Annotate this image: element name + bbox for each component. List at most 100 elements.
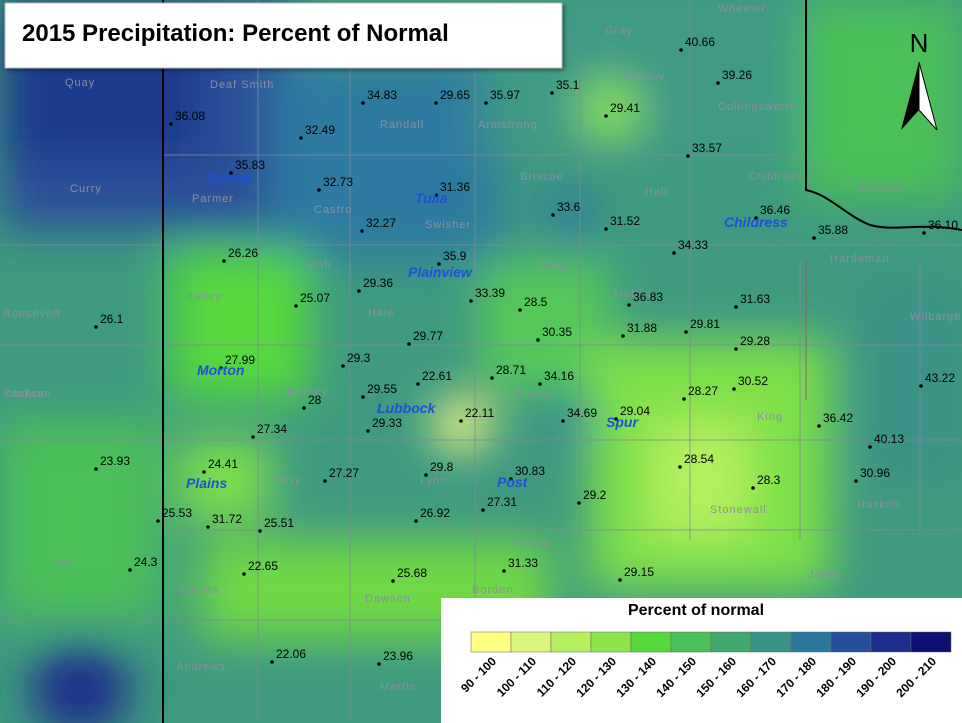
title-background [4,2,563,69]
station-value: 22.65 [248,559,278,573]
county-label: Haskell [857,499,900,511]
station-value: 34.69 [567,406,597,420]
station-value: 29.33 [372,416,402,430]
county-label: Yoakum [3,388,48,400]
county-label: Roosevelt [3,308,61,320]
station-value: 36.46 [760,203,790,217]
station-value: 29.41 [610,101,640,115]
station-value: 27.31 [487,495,517,509]
station-value: 22.61 [422,369,452,383]
arrow-left [901,62,919,130]
city-labels: Friona Tulia Childress Plainview Morton Lubbo… [186,170,788,491]
station-value: 28.71 [496,363,526,377]
city-label: Childress [724,214,788,230]
station-value: 30.35 [542,325,572,339]
station-value: 33.57 [692,141,722,155]
station-dot [437,262,441,266]
station-value: 29.55 [367,382,397,396]
station-value: 32.73 [323,175,353,189]
county-label: Collingsworth [718,101,797,113]
station-dot [434,193,438,197]
station-value: 29.8 [430,460,454,474]
station-value: 31.63 [740,292,770,306]
station-dot [414,519,418,523]
station-value: 30.83 [515,464,545,478]
county-label: Hall [645,186,668,198]
county-label: Hockley [282,386,328,398]
station-dot [682,397,686,401]
state-lines [162,0,962,723]
station-value: 28.5 [524,295,548,309]
legend-swatch [910,631,952,653]
county-label: Garza [515,536,550,548]
station-value: 36.08 [175,109,205,123]
county-label: Andrews [176,661,226,673]
legend-swatch [550,631,592,653]
station-dot [734,347,738,351]
station-dot [202,470,206,474]
county-label: Wilbarger [910,311,962,323]
station-dot [868,445,872,449]
station-dot [684,330,688,334]
station-dot [469,299,473,303]
station-value: 35.88 [818,223,848,237]
station-value: 24.3 [134,555,158,569]
county-label: Donley [625,71,665,83]
county-label: Motley [614,288,652,300]
station-value: 29.81 [690,317,720,331]
county-label: Lynn [420,475,447,487]
legend-title: Percent of normal [628,602,764,619]
county-label: Dawson [365,593,411,605]
station-value: 26.26 [228,246,258,260]
station-value: 25.68 [397,566,427,580]
station-dot [922,231,926,235]
station-dot [538,382,542,386]
title-box: 2015 Precipitation: Percent of Normal [4,2,563,69]
station-dot [391,579,395,583]
legend-swatch [470,631,512,653]
station-dot [229,171,233,175]
county-label: Crosby [515,388,556,400]
city-label: Post [497,474,529,490]
county-label: Armstrong [478,119,538,131]
station-dot [416,382,420,386]
station-value: 29.04 [620,404,650,418]
station-dot [407,342,411,346]
station-value: 31.72 [212,512,242,526]
station-dot [219,366,223,370]
station-value: 29.36 [363,276,393,290]
county-label: Jackson [858,183,905,195]
station-value: 22.06 [276,647,306,661]
station-value: 31.88 [627,321,657,335]
station-dot [156,519,160,523]
county-label: Deaf Smith [210,79,274,91]
station-value: 25.51 [264,516,294,530]
county-label: Curry [70,183,102,195]
city-label: Friona [208,170,251,186]
station-dot [317,188,321,192]
legend-background [441,598,962,723]
station-values: 36.08 34.83 29.65 35.97 35.1 40.66 39.26 29.41 3… [94,35,958,666]
station-dot [604,114,608,118]
county-label: Borden [472,584,513,596]
legend-swatch [870,631,912,653]
county-label: Parmer [192,193,234,205]
station-dot [206,525,210,529]
county-label: Lea [50,557,71,569]
station-dot [299,136,303,140]
county-label: Briscoe [520,171,564,183]
station-dot [732,387,736,391]
station-value: 29.65 [440,88,470,102]
station-dot [679,48,683,52]
station-value: 23.96 [383,649,413,663]
station-value: 33.6 [557,200,581,214]
county-label: Childress [748,171,803,183]
station-value: 26.1 [100,312,124,326]
station-dot [561,419,565,423]
county-label: Hale [368,307,395,319]
station-value: 25.07 [300,291,330,305]
station-dot [751,486,755,490]
station-dot [258,529,262,533]
